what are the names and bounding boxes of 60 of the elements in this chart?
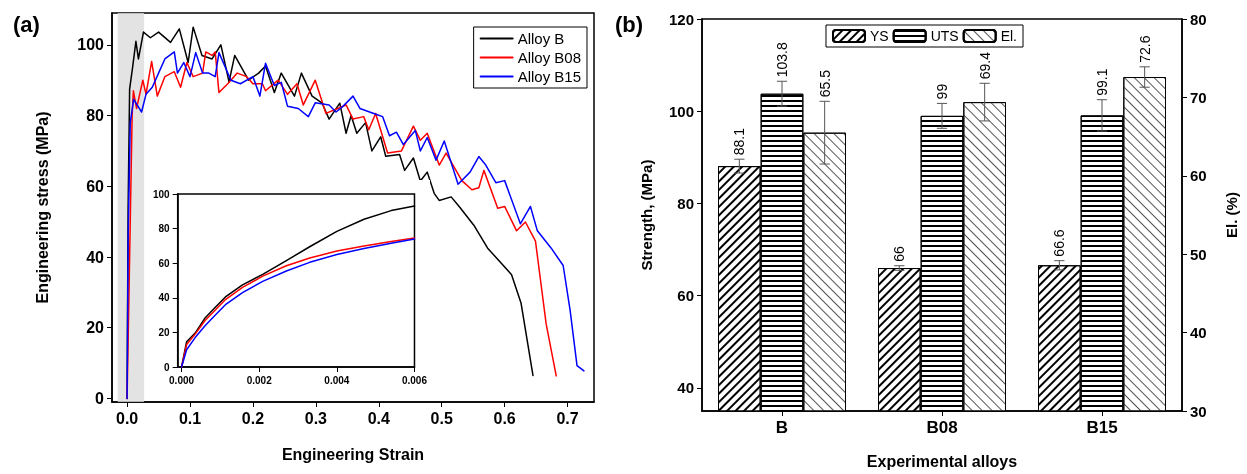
- data-label: 65.5: [816, 69, 833, 98]
- data-label: 66.6: [1051, 229, 1068, 257]
- y2-tick-label: 30: [1190, 402, 1207, 420]
- y-tick-label: 20: [158, 326, 171, 338]
- x-tick-label: 0.1: [178, 409, 202, 427]
- legend-label: Alloy B15: [517, 68, 582, 85]
- x-tick-label: 0.002: [246, 374, 273, 386]
- legend-label: UTS: [930, 28, 959, 44]
- x-tick-label: B15: [1086, 418, 1118, 437]
- x-tick-label: B08: [926, 418, 958, 437]
- y-tick-label: 80: [158, 223, 171, 235]
- x-axis-title: Engineering Strain: [281, 445, 425, 463]
- x-axis-title: Experimental alloys: [866, 452, 1018, 470]
- y2-tick-label: 70: [1190, 88, 1207, 106]
- x-tick-label: 0.2: [241, 409, 265, 427]
- data-label: 72.6: [1136, 35, 1153, 63]
- y-tick-label: 40: [86, 248, 105, 266]
- y2-tick-label: 50: [1190, 245, 1207, 263]
- x-tick-label: 0.4: [367, 409, 391, 427]
- legend-label: El.: [1000, 28, 1018, 44]
- x-tick-label: 0.7: [556, 409, 579, 427]
- y2-tick-label: 40: [1190, 324, 1207, 342]
- data-label: 99: [934, 83, 950, 100]
- y-tick-label: 40: [677, 379, 694, 397]
- legend-label: YS: [869, 28, 889, 44]
- y-tick-label: 60: [677, 287, 694, 305]
- data-label: 99.1: [1094, 68, 1110, 96]
- x-tick-label: 0.0: [115, 409, 139, 427]
- x-tick-label: 0.3: [304, 409, 328, 427]
- x-tick-label: 0.000: [169, 374, 195, 386]
- y2-axis-title: El. (%): [1223, 192, 1240, 238]
- y-tick-label: 40: [158, 292, 171, 304]
- data-label: 66: [891, 245, 908, 262]
- x-tick-label: 0.004: [324, 374, 350, 386]
- y-tick-label: 80: [677, 194, 694, 212]
- x-tick-label: 0.6: [493, 409, 516, 427]
- y-tick-label: 0: [95, 389, 105, 407]
- y-tick-label: 20: [86, 319, 105, 337]
- y-axis-title: Engineering stress (MPa): [33, 111, 51, 304]
- y-tick-label: 100: [153, 188, 171, 200]
- y-tick-label: 60: [86, 177, 105, 195]
- y2-tick-label: 80: [1190, 10, 1207, 28]
- legend-label: Alloy B: [517, 30, 565, 47]
- x-tick-label: 0.006: [401, 374, 428, 386]
- y-tick-label: 80: [86, 107, 105, 125]
- chart-title: (a): [13, 11, 40, 37]
- y-tick-label: 120: [668, 10, 694, 28]
- y-axis-title: Strength, (MPa): [638, 159, 655, 271]
- y-tick-label: 100: [77, 36, 105, 54]
- x-tick-label: B: [775, 418, 789, 437]
- data-label: 88.1: [731, 127, 748, 156]
- legend-label: Alloy B08: [517, 49, 582, 66]
- x-tick-label: 0.5: [430, 409, 453, 427]
- y-tick-label: 100: [668, 102, 694, 120]
- y2-tick-label: 60: [1190, 167, 1207, 185]
- data-label: 103.8: [774, 42, 790, 78]
- y-tick-label: 0: [164, 361, 171, 373]
- y-tick-label: 60: [158, 257, 171, 269]
- chart-title: (b): [615, 11, 644, 37]
- data-label: 69.4: [976, 51, 993, 80]
